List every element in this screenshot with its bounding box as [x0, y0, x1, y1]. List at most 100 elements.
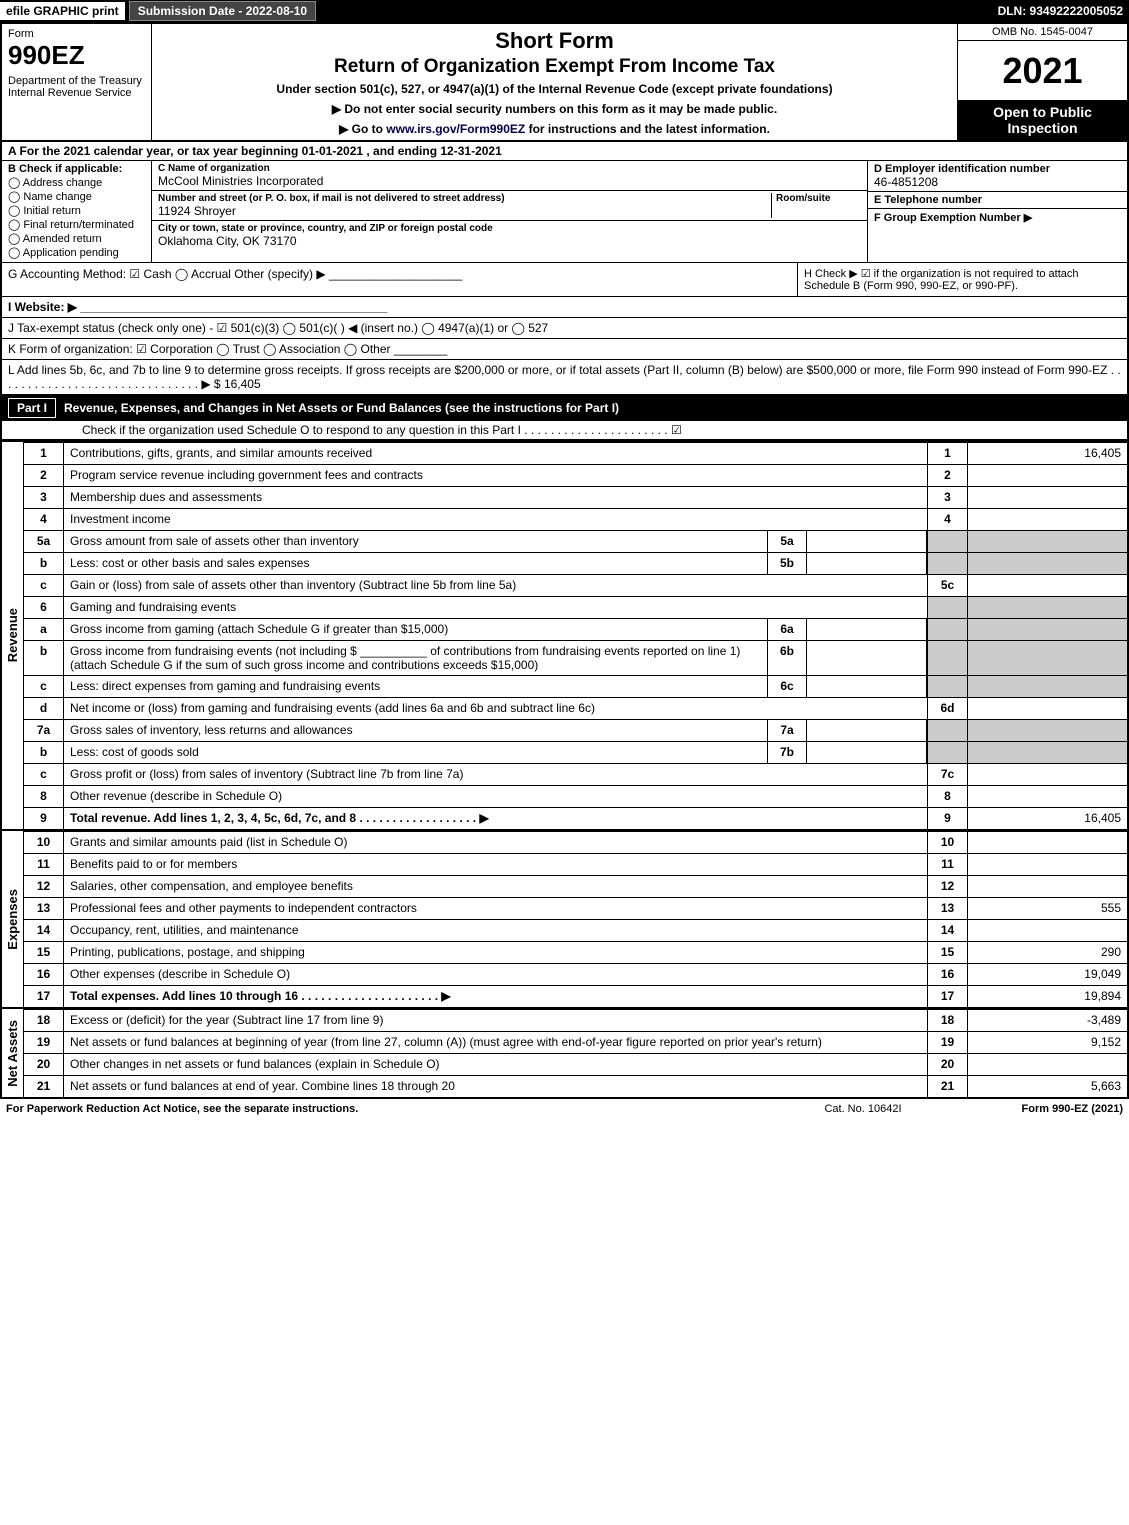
entity-box: B Check if applicable: ◯ Address change …: [2, 161, 1127, 263]
line-12-amt: [967, 876, 1127, 897]
line-18-amt: -3,489: [967, 1010, 1127, 1031]
line-4-desc: Investment income: [64, 509, 927, 530]
line-14-amt: [967, 920, 1127, 941]
row-k-form-of-org: K Form of organization: ☑ Corporation ◯ …: [2, 339, 1127, 360]
catalog-number: Cat. No. 10642I: [824, 1103, 901, 1115]
chk-final-return[interactable]: ◯ Final return/terminated: [8, 218, 145, 231]
line-11-amt: [967, 854, 1127, 875]
org-name: McCool Ministries Incorporated: [158, 174, 861, 188]
bullet-1: ▶ Do not enter social security numbers o…: [160, 102, 949, 116]
line-5b-sub: [807, 553, 927, 574]
line-7b-desc: Less: cost of goods sold: [64, 742, 767, 763]
part-i-check: Check if the organization used Schedule …: [2, 421, 1127, 440]
line-7c-desc: Gross profit or (loss) from sales of inv…: [64, 764, 927, 785]
box-b: B Check if applicable: ◯ Address change …: [2, 161, 152, 262]
row-j-tax-exempt: J Tax-exempt status (check only one) - ☑…: [2, 318, 1127, 339]
part-i-header: Part I Revenue, Expenses, and Changes in…: [2, 395, 1127, 421]
form-container: Form 990EZ Department of the Treasury In…: [0, 22, 1129, 1099]
line-20-amt: [967, 1054, 1127, 1075]
line-15-amt: 290: [967, 942, 1127, 963]
line-15-desc: Printing, publications, postage, and shi…: [64, 942, 927, 963]
gross-receipts-value: 16,405: [224, 377, 261, 391]
line-6c-desc: Less: direct expenses from gaming and fu…: [64, 676, 767, 697]
line-7c-amt: [967, 764, 1127, 785]
subtitle: Under section 501(c), 527, or 4947(a)(1)…: [160, 82, 949, 96]
header-middle: Short Form Return of Organization Exempt…: [152, 24, 957, 140]
line-7a-sub: [807, 720, 927, 741]
row-i-website: I Website: ▶ ___________________________…: [2, 297, 1127, 318]
chk-name-change[interactable]: ◯ Name change: [8, 190, 145, 203]
org-city: Oklahoma City, OK 73170: [158, 234, 861, 248]
omb-number: OMB No. 1545-0047: [958, 24, 1127, 41]
box-c: C Name of organization McCool Ministries…: [152, 161, 867, 262]
line-9-desc: Total revenue. Add lines 1, 2, 3, 4, 5c,…: [64, 808, 927, 829]
line-5a-sub: [807, 531, 927, 552]
chk-application-pending[interactable]: ◯ Application pending: [8, 246, 145, 259]
line-6b-sub: [807, 641, 927, 675]
part-i-tag: Part I: [8, 398, 56, 418]
line-1-amt: 16,405: [967, 443, 1127, 464]
revenue-section: Revenue 1Contributions, gifts, grants, a…: [2, 440, 1127, 829]
open-to-public: Open to Public Inspection: [958, 100, 1127, 140]
line-5b-desc: Less: cost or other basis and sales expe…: [64, 553, 767, 574]
line-8-desc: Other revenue (describe in Schedule O): [64, 786, 927, 807]
tax-year: 2021: [958, 41, 1127, 100]
box-d-label: D Employer identification number: [874, 163, 1121, 175]
top-bar: efile GRAPHIC print Submission Date - 20…: [0, 0, 1129, 22]
line-4-amt: [967, 509, 1127, 530]
chk-amended-return[interactable]: ◯ Amended return: [8, 232, 145, 245]
expenses-side-label: Expenses: [5, 889, 20, 950]
row-g-h: G Accounting Method: ☑ Cash ◯ Accrual Ot…: [2, 263, 1127, 297]
line-6a-sub: [807, 619, 927, 640]
line-3-desc: Membership dues and assessments: [64, 487, 927, 508]
line-19-amt: 9,152: [967, 1032, 1127, 1053]
chk-initial-return[interactable]: ◯ Initial return: [8, 204, 145, 217]
irs-link[interactable]: www.irs.gov/Form990EZ: [386, 122, 525, 136]
page-footer: For Paperwork Reduction Act Notice, see …: [0, 1099, 1129, 1119]
line-14-desc: Occupancy, rent, utilities, and maintena…: [64, 920, 927, 941]
form-header: Form 990EZ Department of the Treasury In…: [2, 24, 1127, 142]
line-19-desc: Net assets or fund balances at beginning…: [64, 1032, 927, 1053]
box-e-label: E Telephone number: [874, 194, 1121, 206]
line-3-amt: [967, 487, 1127, 508]
efile-print-label[interactable]: efile GRAPHIC print: [0, 2, 125, 20]
line-6-desc: Gaming and fundraising events: [64, 597, 927, 618]
line-17-desc: Total expenses. Add lines 10 through 16 …: [64, 986, 927, 1007]
line-9-amt: 16,405: [967, 808, 1127, 829]
line-13-desc: Professional fees and other payments to …: [64, 898, 927, 919]
expenses-section: Expenses 10Grants and similar amounts pa…: [2, 829, 1127, 1007]
submission-date: Submission Date - 2022-08-10: [129, 1, 316, 21]
form-number: 990EZ: [8, 40, 145, 71]
line-20-desc: Other changes in net assets or fund bala…: [64, 1054, 927, 1075]
line-2-desc: Program service revenue including govern…: [64, 465, 927, 486]
line-13-amt: 555: [967, 898, 1127, 919]
row-l-gross-receipts: L Add lines 5b, 6c, and 7b to line 9 to …: [2, 360, 1127, 395]
line-8-amt: [967, 786, 1127, 807]
box-f-label: F Group Exemption Number ▶: [874, 211, 1121, 224]
header-right: OMB No. 1545-0047 2021 Open to Public In…: [957, 24, 1127, 140]
line-21-amt: 5,663: [967, 1076, 1127, 1097]
row-a-period: A For the 2021 calendar year, or tax yea…: [2, 142, 1127, 161]
line-6d-amt: [967, 698, 1127, 719]
chk-address-change[interactable]: ◯ Address change: [8, 176, 145, 189]
line-2-amt: [967, 465, 1127, 486]
room-label: Room/suite: [776, 193, 861, 204]
line-16-desc: Other expenses (describe in Schedule O): [64, 964, 927, 985]
header-left: Form 990EZ Department of the Treasury In…: [2, 24, 152, 140]
line-6c-sub: [807, 676, 927, 697]
line-12-desc: Salaries, other compensation, and employ…: [64, 876, 927, 897]
box-b-label: B Check if applicable:: [8, 163, 122, 175]
line-6b-desc: Gross income from fundraising events (no…: [64, 641, 767, 675]
line-1-desc: Contributions, gifts, grants, and simila…: [64, 443, 927, 464]
line-16-amt: 19,049: [967, 964, 1127, 985]
paperwork-notice: For Paperwork Reduction Act Notice, see …: [6, 1103, 824, 1115]
line-7a-desc: Gross sales of inventory, less returns a…: [64, 720, 767, 741]
box-c-label: C Name of organization: [158, 163, 861, 174]
ein-value: 46-4851208: [874, 175, 1121, 189]
netassets-section: Net Assets 18Excess or (deficit) for the…: [2, 1007, 1127, 1097]
title-return: Return of Organization Exempt From Incom…: [160, 56, 949, 78]
line-11-desc: Benefits paid to or for members: [64, 854, 927, 875]
line-6a-desc: Gross income from gaming (attach Schedul…: [64, 619, 767, 640]
form-word: Form: [8, 28, 145, 40]
org-address: 11924 Shroyer: [158, 204, 771, 218]
